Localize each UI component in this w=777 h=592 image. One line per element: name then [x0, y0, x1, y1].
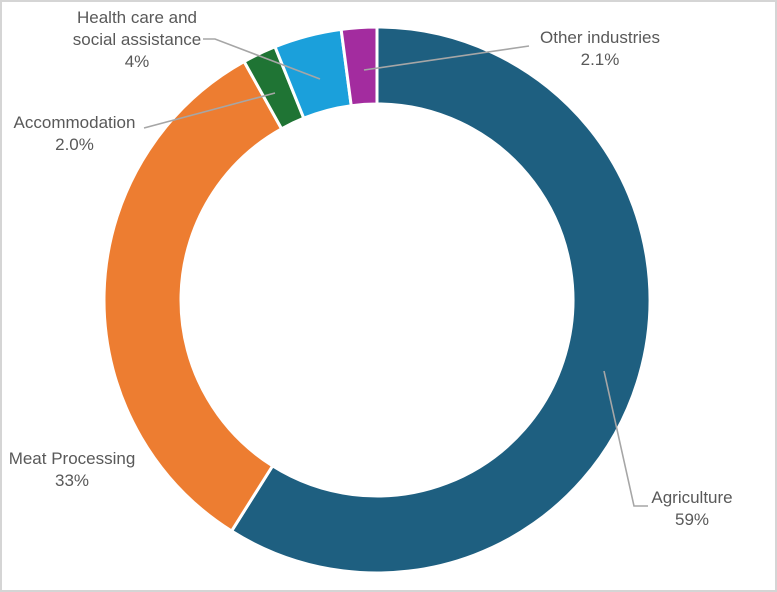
leader-line-accommodation [143, 92, 276, 129]
donut-slice-other-industries[interactable] [339, 25, 379, 108]
label-line: 4% [124, 52, 150, 71]
label-health-care-and-social-assistance: Health care and social assistance 4% [49, 7, 225, 73]
label-line: 59% [674, 510, 710, 529]
label-line: Other industries [540, 28, 660, 47]
donut-slice-meat-processing[interactable] [102, 60, 284, 533]
label-line: Agriculture [651, 488, 733, 507]
leader-line-health-care-and-social-assistance [203, 38, 321, 80]
leader-line-agriculture [603, 370, 648, 507]
label-meat-processing: Meat Processing 33% [2, 448, 142, 492]
donut-slice-agriculture[interactable] [230, 25, 652, 575]
label-line: Accommodation [13, 113, 136, 132]
leader-line-other-industries [363, 45, 530, 71]
label-agriculture: Agriculture 59% [624, 487, 760, 531]
label-line: Health care and [76, 8, 198, 27]
label-line: Meat Processing [8, 449, 136, 468]
label-line: social assistance [72, 30, 202, 49]
label-other-industries: Other industries 2.1% [520, 27, 680, 71]
label-line: 2.0% [55, 135, 94, 154]
label-accommodation: Accommodation 2.0% [2, 112, 147, 156]
label-line: 2.1% [580, 50, 620, 69]
label-line: 33% [54, 471, 90, 490]
